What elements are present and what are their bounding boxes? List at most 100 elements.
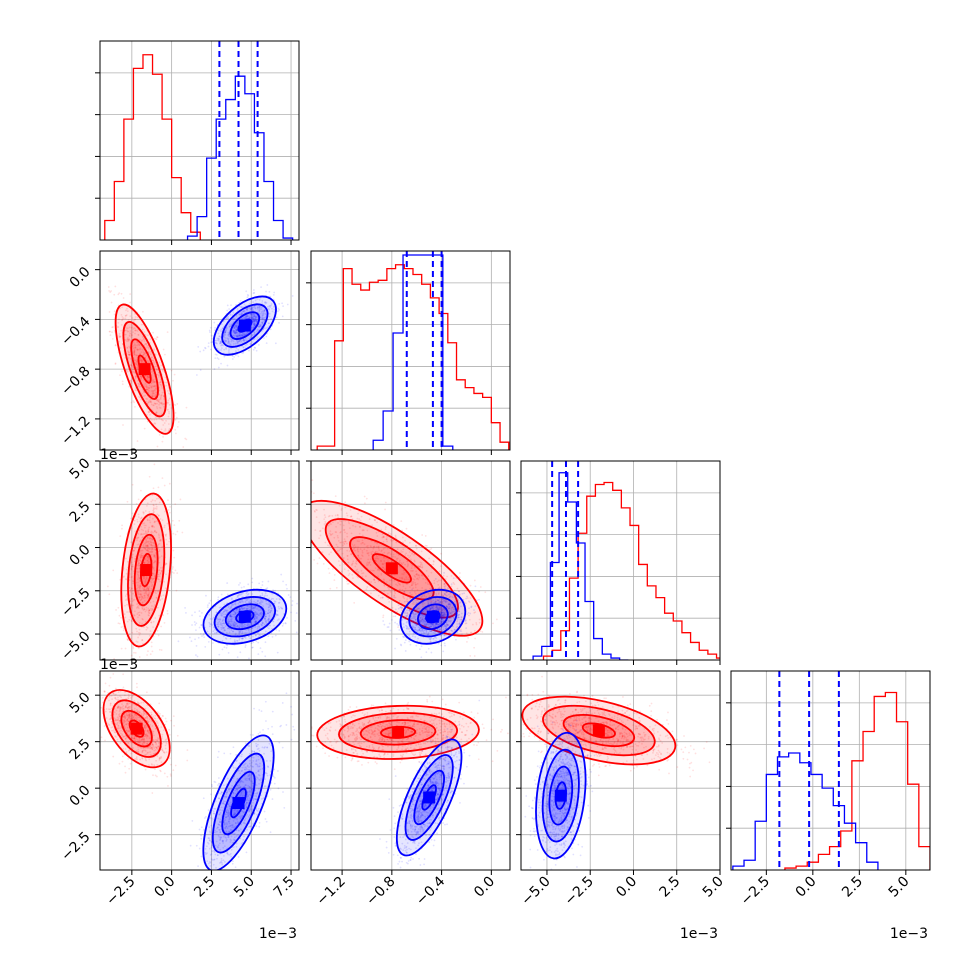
red-point bbox=[118, 622, 121, 625]
red-point bbox=[152, 566, 155, 569]
red-point bbox=[137, 559, 140, 562]
blue-point bbox=[210, 623, 213, 625]
red-point bbox=[153, 520, 156, 523]
blue-point bbox=[235, 331, 237, 334]
red-point bbox=[437, 593, 440, 595]
blue-point bbox=[256, 602, 259, 605]
blue-point bbox=[275, 598, 278, 600]
red-point bbox=[437, 599, 440, 602]
blue-point bbox=[286, 617, 288, 619]
red-point bbox=[159, 378, 162, 381]
blue-point bbox=[425, 623, 428, 626]
blue-point bbox=[259, 602, 261, 605]
red-point bbox=[146, 594, 149, 597]
red-point bbox=[405, 576, 408, 578]
red-point bbox=[134, 344, 137, 347]
red-point bbox=[403, 578, 406, 581]
red-point bbox=[140, 612, 143, 614]
red-point bbox=[344, 531, 346, 534]
blue-point bbox=[215, 339, 218, 342]
red-point bbox=[360, 542, 363, 545]
red-point bbox=[178, 519, 181, 522]
red-point bbox=[166, 331, 169, 334]
red-point bbox=[383, 536, 385, 538]
red-point bbox=[457, 590, 460, 593]
red-point bbox=[469, 584, 472, 587]
red-point bbox=[143, 626, 145, 629]
red-point bbox=[147, 530, 150, 533]
blue-point bbox=[236, 656, 239, 659]
red-point bbox=[473, 646, 475, 649]
red-point bbox=[158, 539, 161, 542]
blue-point bbox=[268, 308, 270, 311]
red-point bbox=[402, 585, 405, 588]
blue-point bbox=[247, 623, 250, 626]
blue-point bbox=[215, 631, 218, 634]
red-point bbox=[128, 354, 131, 356]
red-point bbox=[136, 330, 139, 332]
blue-point bbox=[241, 335, 244, 338]
red-point bbox=[155, 592, 157, 595]
red-point bbox=[150, 581, 153, 584]
red-point bbox=[384, 526, 387, 528]
red-point bbox=[330, 551, 332, 554]
blue-point bbox=[390, 618, 393, 621]
blue-point bbox=[259, 323, 262, 326]
red-point bbox=[157, 486, 160, 489]
blue-point bbox=[188, 636, 191, 639]
red-point bbox=[160, 555, 163, 558]
red-point bbox=[129, 293, 132, 295]
red-point bbox=[128, 332, 131, 335]
blue-point bbox=[278, 629, 281, 632]
red-point bbox=[142, 577, 145, 580]
red-point bbox=[133, 359, 136, 361]
red-point bbox=[141, 617, 144, 620]
blue-point bbox=[224, 330, 226, 333]
blue-point bbox=[230, 619, 233, 622]
red-point bbox=[126, 500, 129, 503]
red-point bbox=[149, 580, 152, 583]
blue-point bbox=[431, 623, 434, 626]
red-point bbox=[155, 405, 158, 408]
blue-point bbox=[261, 318, 264, 321]
red-point bbox=[335, 586, 338, 589]
blue-point bbox=[227, 316, 229, 319]
blue-point bbox=[429, 638, 432, 641]
blue-point bbox=[224, 331, 227, 334]
red-point bbox=[392, 524, 395, 526]
blue-point bbox=[257, 635, 260, 638]
blue-point bbox=[271, 627, 273, 630]
red-point bbox=[155, 398, 158, 401]
red-point bbox=[168, 427, 171, 430]
blue-point bbox=[248, 608, 251, 611]
red-point bbox=[148, 612, 151, 614]
red-point bbox=[148, 592, 151, 594]
blue-point bbox=[252, 326, 255, 329]
red-point bbox=[152, 508, 155, 511]
blue-point bbox=[421, 618, 423, 621]
red-point bbox=[139, 557, 142, 559]
blue-point bbox=[215, 353, 218, 356]
red-point bbox=[150, 386, 153, 389]
blue-point bbox=[273, 602, 276, 605]
blue-point bbox=[230, 304, 232, 306]
blue-point bbox=[197, 345, 200, 348]
red-point bbox=[445, 591, 448, 594]
red-point bbox=[420, 619, 422, 622]
x-tick-label: 2.5 bbox=[839, 874, 866, 901]
blue-point bbox=[432, 599, 435, 602]
red-point bbox=[470, 631, 472, 634]
blue-point bbox=[264, 594, 266, 597]
blue-point bbox=[220, 626, 223, 629]
blue-point bbox=[218, 653, 221, 656]
red-point bbox=[369, 564, 372, 566]
red-point bbox=[340, 541, 343, 544]
blue-point bbox=[271, 592, 274, 595]
blue-point bbox=[230, 615, 233, 618]
blue-point bbox=[236, 594, 239, 597]
red-point bbox=[154, 361, 156, 364]
red-point bbox=[148, 634, 151, 637]
red-point bbox=[151, 381, 153, 384]
blue-point bbox=[279, 598, 282, 601]
blue-point bbox=[211, 341, 214, 344]
